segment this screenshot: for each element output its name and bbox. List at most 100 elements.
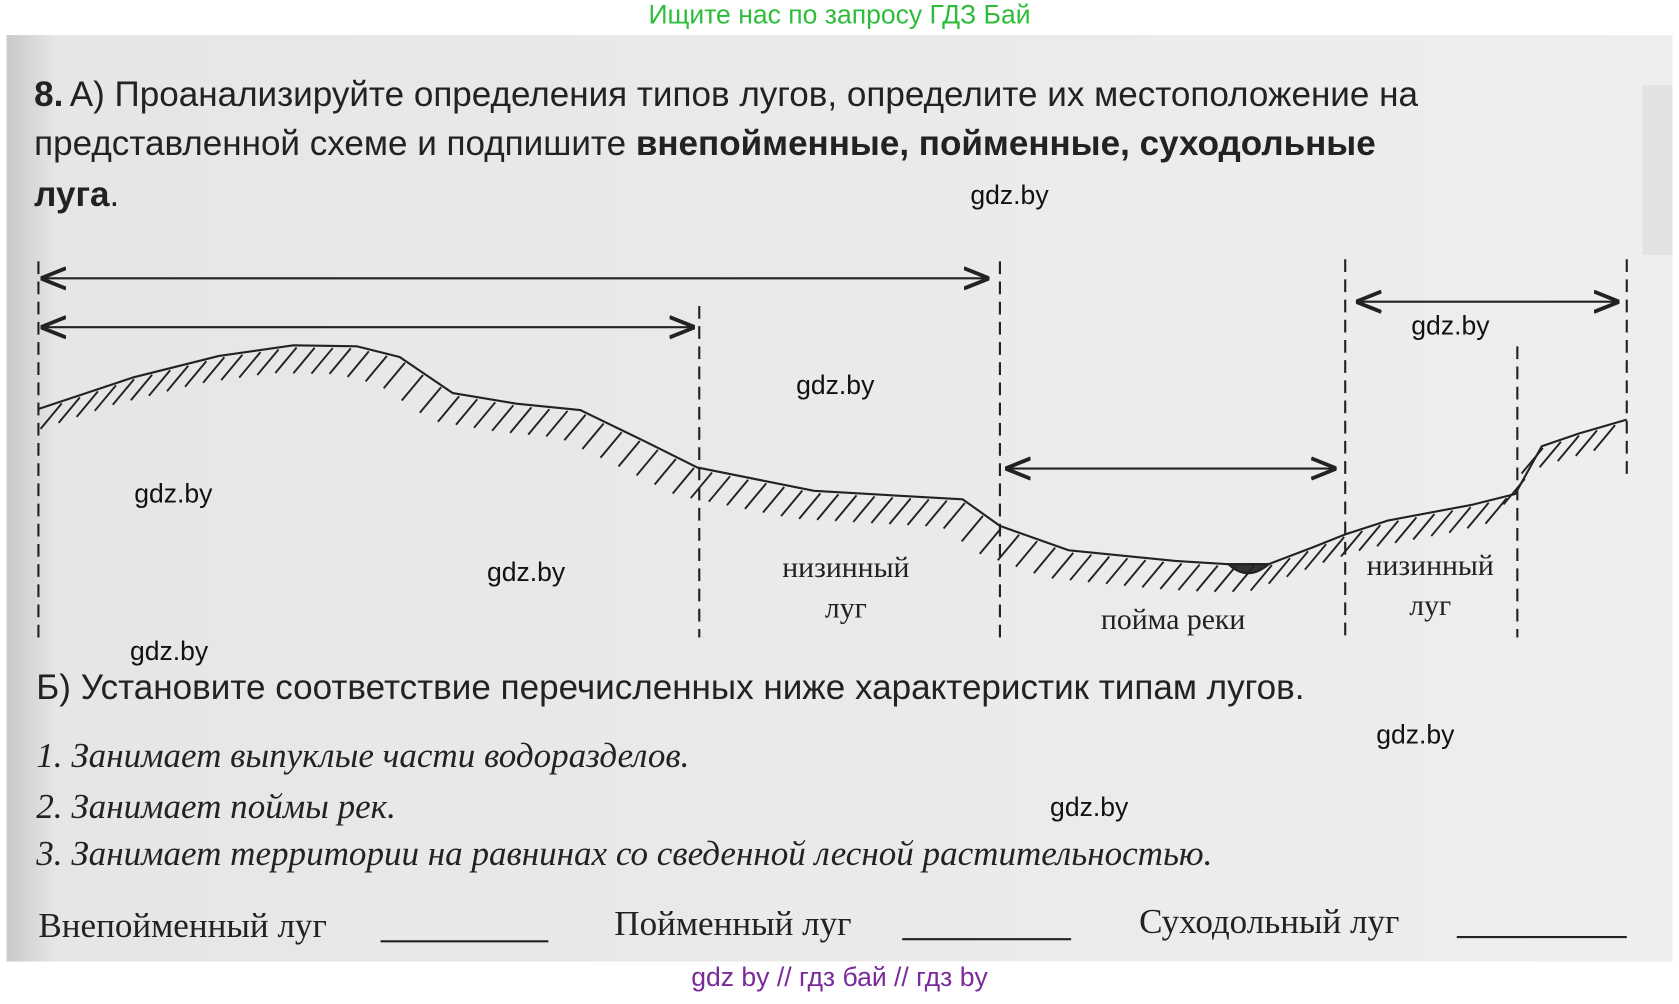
label-line: низинный [1367, 549, 1494, 582]
hatch [1286, 550, 1309, 578]
item: 2. Занимает поймы рек. [36, 787, 396, 826]
hatch [1033, 546, 1056, 574]
hatch [292, 347, 316, 374]
hatch [274, 346, 298, 374]
hatch [653, 458, 677, 486]
hatch [635, 449, 659, 477]
part-b-title: Б) Установите соответствие перечисленных… [36, 668, 1304, 707]
hatch [130, 374, 153, 401]
hatch [401, 374, 424, 402]
hatch [1267, 557, 1291, 585]
footer: gdz by // гдз бай // гдз by [691, 962, 988, 992]
hatch [220, 354, 244, 381]
hatch [1466, 502, 1490, 529]
hatch [1087, 555, 1111, 583]
hatch [1575, 429, 1598, 457]
hatch [888, 497, 912, 525]
hatch [816, 493, 840, 521]
item: 3. Занимает территории на равнинах со св… [35, 834, 1212, 873]
hatch [1141, 561, 1165, 589]
hatch [112, 378, 135, 406]
hatch [563, 414, 587, 441]
watermark: gdz.by [796, 370, 875, 400]
hatch [256, 348, 280, 376]
dashed-lines [37, 259, 1628, 638]
hatch [690, 471, 713, 499]
hatch [1556, 434, 1580, 462]
watermark: gdz.by [1376, 720, 1455, 750]
hatch [1213, 565, 1237, 593]
hatch [1249, 564, 1273, 592]
hatch [1502, 478, 1526, 506]
hatch [455, 398, 478, 426]
label-line: низинный [782, 551, 909, 584]
hatch [382, 362, 406, 389]
hatch [726, 479, 749, 506]
hatch [1123, 559, 1147, 587]
hatch [1430, 509, 1454, 537]
hatch [419, 386, 442, 414]
hatch [924, 499, 948, 527]
arrows [41, 278, 1620, 468]
hatch [346, 350, 370, 378]
label-line: луг [1409, 589, 1451, 622]
hatch [581, 422, 605, 450]
label-line: луг [825, 591, 867, 624]
watermark: gdz.by [487, 557, 566, 587]
hatch [1105, 557, 1129, 585]
hatch [437, 395, 460, 423]
hatch [762, 486, 785, 514]
hatch [545, 410, 569, 438]
hatch [1195, 565, 1219, 592]
task-line: представленной схеме и подпишите внепойм… [34, 124, 1376, 163]
hatch [617, 440, 641, 468]
answer-label: Пойменный луг [614, 904, 851, 943]
hatch [202, 356, 226, 384]
hatch [1322, 536, 1345, 564]
hatch [997, 534, 1020, 561]
hatch [75, 390, 99, 418]
task-line: 8. А) Проанализируйте определения типов л… [34, 75, 1418, 114]
hatch [870, 496, 894, 524]
bold-text: луга [34, 175, 110, 214]
hatch [1358, 524, 1382, 552]
hatch [509, 406, 533, 434]
hatch [942, 502, 966, 530]
hatch [1159, 562, 1183, 590]
hatch [1376, 520, 1400, 547]
hatch [599, 431, 623, 459]
hatch [1340, 530, 1363, 558]
hatch [39, 402, 63, 430]
hatch [148, 369, 171, 397]
margin-icons [1642, 84, 1673, 255]
watermark: gdz.by [1050, 792, 1129, 822]
bold-text: внепойменные, пойменные, суходольные [636, 124, 1376, 163]
hatch [1394, 516, 1418, 544]
diagram-label: низинный луг [1367, 549, 1494, 622]
hatch [834, 494, 858, 522]
hatch [184, 360, 208, 388]
answer-label: Внепойменный луг [38, 906, 326, 945]
hatch [310, 347, 334, 375]
hatch [1015, 540, 1038, 568]
task-line: луга. [34, 175, 119, 214]
hatch [798, 492, 822, 520]
hatch [979, 527, 1002, 555]
hatch [1177, 563, 1201, 591]
hatch [1593, 424, 1616, 452]
hatch [1231, 565, 1255, 593]
hatch [166, 365, 189, 392]
hatch [93, 384, 117, 412]
hatch [491, 404, 515, 432]
hatch [852, 495, 876, 523]
watermark: gdz.by [970, 180, 1049, 210]
hatch [780, 490, 804, 517]
diagram-label: пойма реки [1101, 603, 1245, 636]
hatch [328, 347, 352, 375]
diagram-label: низинный луг [782, 551, 909, 624]
text: А) Проанализируйте определения типов луг… [70, 75, 1419, 114]
text: . [110, 175, 120, 214]
hatch [1304, 543, 1327, 571]
hatch [1069, 554, 1093, 581]
watermark: gdz.by [1250, 789, 1329, 819]
